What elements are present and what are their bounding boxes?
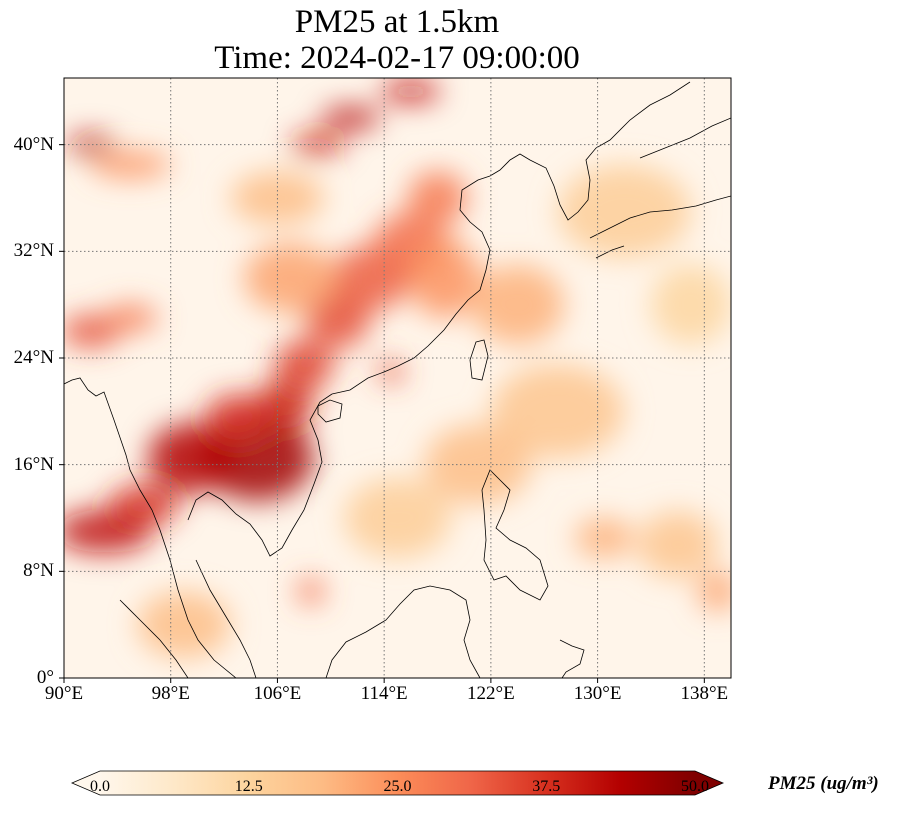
- pm25-plume-6: [274, 340, 334, 389]
- y-tick-label: 40°N: [13, 133, 54, 155]
- coastline-sumatra-malaya: [119, 559, 257, 678]
- pm25-plume-17: [90, 151, 171, 179]
- colorbar-tick-label: 37.5: [532, 778, 561, 795]
- pm25-plume-28: [637, 511, 718, 578]
- y-tick-label: 16°N: [13, 453, 54, 475]
- coastline-hainan: [317, 399, 343, 423]
- pm25-plume-31: [650, 264, 731, 345]
- coastline-south-china: [331, 175, 491, 395]
- coastline-sulawesi: [559, 639, 585, 678]
- pm25-plume-29: [697, 571, 731, 612]
- coastline-bohai-korea: [489, 81, 691, 221]
- x-tick-label: 130°E: [573, 683, 622, 704]
- plot-title-line2: Time: 2024-02-17 09:00:00: [214, 40, 580, 76]
- colorbar-gradient: [70, 770, 725, 796]
- pm25-plume-24: [470, 264, 565, 345]
- x-tick-label: 98°E: [151, 683, 190, 704]
- pm25-plume-4: [254, 380, 314, 429]
- pm25-plume-16: [66, 135, 115, 155]
- y-tick-label: 32°N: [13, 240, 54, 262]
- coastline-philippines: [481, 469, 549, 601]
- colorbar-tick-label: 12.5: [234, 778, 263, 795]
- coastline-borneo: [325, 585, 481, 678]
- x-tick-label: 138°E: [680, 683, 729, 704]
- axis-ticks: [59, 144, 705, 683]
- pm25-plume-12: [244, 243, 338, 313]
- graticule: [64, 78, 731, 678]
- coastline-indochina: [187, 393, 333, 557]
- pm25-plume-13: [377, 360, 405, 383]
- x-tick-label: 114°E: [360, 683, 408, 704]
- pm25-plume-11: [409, 238, 479, 318]
- x-tick-label: 122°E: [467, 683, 515, 704]
- y-tick-label: 8°N: [23, 560, 54, 582]
- y-tick-label: 24°N: [13, 347, 54, 368]
- pm25-plume-14: [64, 315, 121, 348]
- map-frame: [63, 77, 732, 679]
- pm25-plume-20: [381, 80, 441, 103]
- colorbar-tick-label: 25.0: [383, 778, 412, 795]
- pm25-plume-19: [321, 107, 381, 129]
- pm25-plume-3: [109, 484, 179, 525]
- pm25-plume-5: [205, 394, 270, 442]
- pm25-plume-1: [148, 423, 234, 493]
- pm25-plume-25: [490, 364, 625, 459]
- colorbar-label: PM25 (ug/m³): [768, 773, 879, 794]
- coastline-japan: [589, 117, 731, 259]
- coastline-taiwan: [469, 339, 489, 381]
- colorbar: [70, 770, 725, 796]
- pm25-plume-15: [104, 304, 158, 332]
- x-tick-label: 106°E: [253, 683, 302, 704]
- colorbar-tick-label: 50.0: [681, 778, 709, 795]
- coastline-mainland-asia: [64, 377, 237, 678]
- y-tick-label: 0°: [36, 667, 54, 688]
- pm25-plume-27: [574, 518, 634, 558]
- coastlines: [64, 81, 731, 678]
- plot-title-line1: PM25 at 1.5km: [294, 4, 500, 40]
- pm25-plume-23: [297, 578, 325, 605]
- pm25-plume-10: [408, 171, 467, 225]
- colorbar-tick-label: 0.0: [90, 778, 110, 795]
- x-tick-label: 90°E: [44, 683, 84, 704]
- pm25-plume-32: [344, 478, 451, 558]
- pm25-plume-30: [557, 164, 691, 258]
